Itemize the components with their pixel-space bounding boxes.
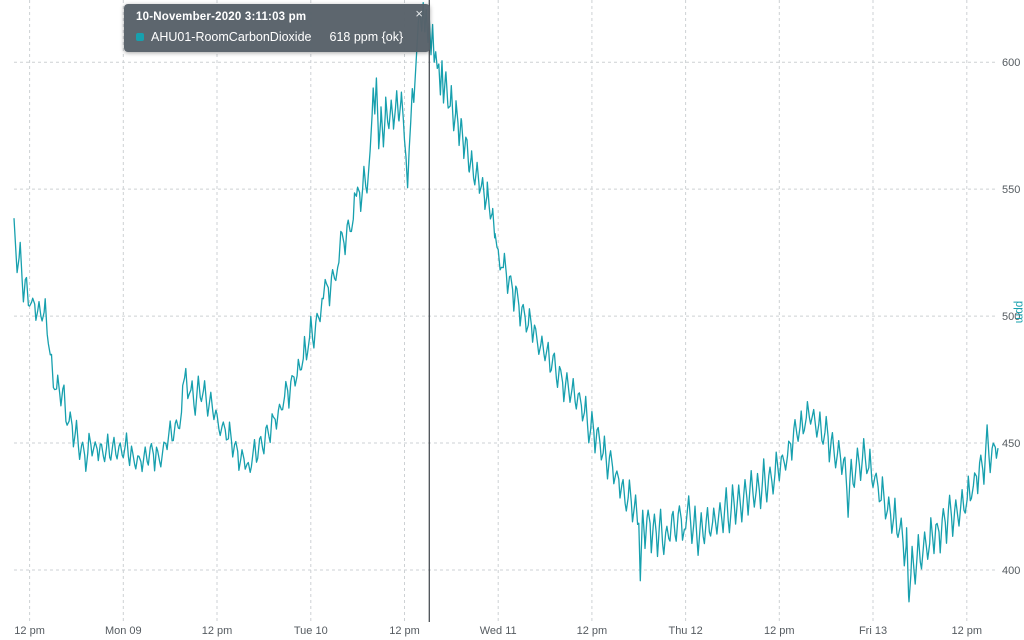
tooltip: × 10-November-2020 3:11:03 pm AHU01-Room… [124, 4, 430, 52]
x-tick-label: Tue 10 [294, 625, 328, 637]
y-tick-label: 550 [1002, 184, 1020, 196]
x-tick-label: 12 pm [202, 625, 233, 637]
x-axis-labels: 12 pm Mon 09 12 pm Tue 10 12 pm Wed 11 12 pm Th… [14, 625, 982, 637]
y-tick-label: 500 [1002, 311, 1020, 323]
x-tick-label: Wed 11 [480, 625, 517, 637]
x-tick-label: 12 pm [764, 625, 795, 637]
y-axis-labels: 400 450 500 550 600 [1002, 57, 1020, 577]
x-tick-label: Mon 09 [105, 625, 142, 637]
y-axis-unit-label: ppm [1013, 301, 1024, 323]
x-tick-label: Fri 13 [859, 625, 887, 637]
tooltip-series-row: AHU01-RoomCarbonDioxide 618 ppm {ok} [136, 30, 404, 44]
tooltip-close-icon[interactable]: × [415, 6, 423, 21]
y-tick-label: 600 [1002, 57, 1020, 69]
x-tick-label: Thu 12 [668, 625, 702, 637]
x-tick-label: 12 pm [952, 625, 983, 637]
x-tick-label: 12 pm [577, 625, 608, 637]
y-tick-label: 450 [1002, 438, 1020, 450]
tooltip-series-label: AHU01-RoomCarbonDioxide [151, 30, 312, 44]
tooltip-value: 618 ppm {ok} [329, 30, 404, 44]
series-color-dot [136, 33, 144, 41]
y-tick-label: 400 [1002, 565, 1020, 577]
x-tick-label: 12 pm [389, 625, 420, 637]
grid [14, 0, 998, 622]
series-line [13, 1, 999, 603]
x-tick-label: 12 pm [14, 625, 45, 637]
tooltip-timestamp: 10-November-2020 3:11:03 pm [136, 11, 307, 23]
